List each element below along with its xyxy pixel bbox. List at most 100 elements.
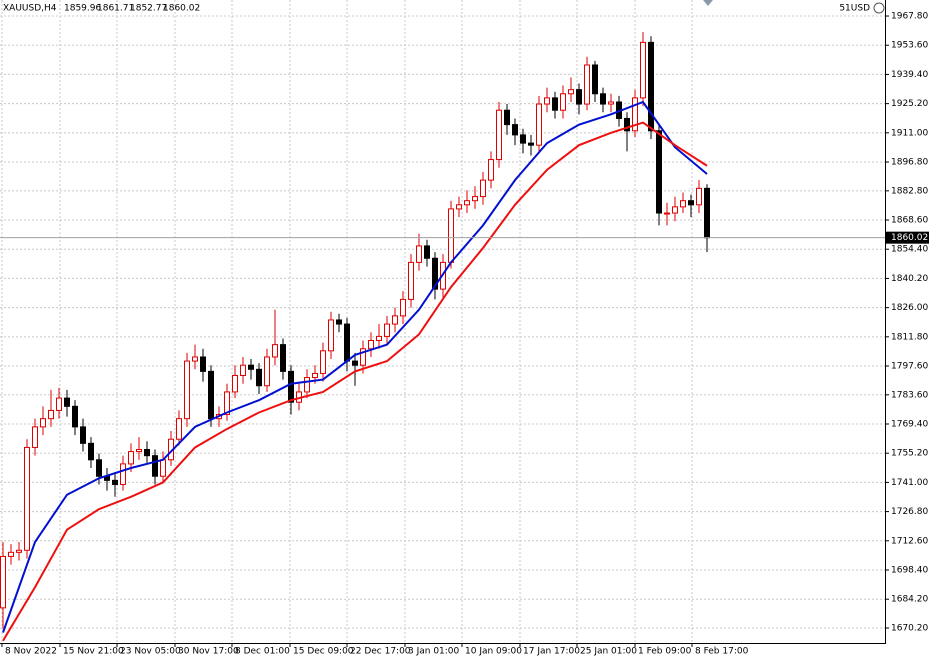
x-tick-label: 30 Nov 17:00 <box>178 647 239 657</box>
header-open: 1859.96 <box>64 4 101 14</box>
candle-body <box>176 418 182 440</box>
x-tick-label: 15 Nov 21:00 <box>63 647 124 657</box>
candle-body <box>184 360 190 420</box>
candle-body <box>664 212 670 215</box>
marks <box>0 32 885 642</box>
x-tick-label: 15 Dec 09:00 <box>293 647 354 657</box>
y-tick-label: 1826.00 <box>891 303 928 313</box>
candle-body <box>272 344 278 358</box>
candle-body <box>344 323 350 362</box>
candle-body <box>208 370 214 420</box>
candle-body <box>544 97 550 105</box>
candle-body <box>536 103 542 146</box>
y-tick-label: 1939.40 <box>891 70 928 80</box>
candle-body <box>496 109 502 161</box>
candle-body <box>360 348 366 366</box>
y-tick-label: 1769.40 <box>891 420 928 430</box>
y-tick-label: 1967.80 <box>891 12 928 22</box>
candle-body <box>600 93 606 105</box>
grid <box>0 0 885 643</box>
candle-body <box>408 261 414 300</box>
account: 51USD <box>839 4 870 14</box>
candle-body <box>520 134 526 144</box>
candle-body <box>88 442 94 461</box>
candle-body <box>560 93 566 111</box>
y-tick-label: 1882.80 <box>891 186 928 196</box>
candle-body <box>144 449 150 457</box>
candle-body <box>264 356 270 387</box>
x-tick-label: 3 Jan 01:00 <box>408 647 460 657</box>
candle-body <box>48 409 54 420</box>
x-tick-label: 8 Nov 2022 <box>5 647 57 657</box>
candle-body <box>504 109 510 126</box>
candle-body <box>368 340 374 350</box>
candle-body <box>192 356 198 362</box>
candle-body <box>648 41 654 132</box>
x-tick-label: 1 Feb 09:00 <box>638 647 692 657</box>
candle-body <box>160 459 166 477</box>
candle-body <box>312 372 318 379</box>
candle-body <box>136 449 142 453</box>
candle-body <box>432 257 438 290</box>
candle-body <box>640 41 646 99</box>
candle-body <box>288 370 294 403</box>
last-price-box <box>886 231 929 244</box>
y-tick-label: 1670.20 <box>891 623 928 633</box>
candle-body <box>8 551 14 557</box>
candle-body <box>224 391 230 416</box>
candle-body <box>704 187 710 239</box>
y-tick-label: 1868.60 <box>891 216 928 226</box>
candle-body <box>320 350 326 374</box>
x-tick-label: 8 Dec 01:00 <box>235 647 290 657</box>
header-low: 1852.77 <box>130 4 167 14</box>
y-tick-label: 1741.00 <box>891 478 928 488</box>
candle-body <box>392 315 398 325</box>
candle-body <box>256 368 262 387</box>
y-tick-label: 1925.20 <box>891 99 928 109</box>
candle-body <box>680 200 686 208</box>
candle-body <box>280 344 286 372</box>
candle-body <box>304 377 310 393</box>
candle-body <box>240 364 246 376</box>
candle-body <box>128 451 134 465</box>
candle-body <box>456 204 462 210</box>
candle-body <box>352 360 358 366</box>
candle-body <box>480 179 486 198</box>
candle-body <box>120 463 126 485</box>
candle-body <box>488 159 494 181</box>
candle-body <box>56 397 62 411</box>
y-tick-label: 1854.40 <box>891 245 928 255</box>
candle-body <box>376 335 382 342</box>
candle-body <box>576 89 582 105</box>
candle-body <box>632 97 638 132</box>
candle-body <box>696 187 702 206</box>
candle-body <box>232 374 238 393</box>
candle-body <box>592 64 598 95</box>
y-tick-label: 1911.00 <box>891 128 928 138</box>
candle-body <box>472 196 478 202</box>
moving-average <box>2 100 708 633</box>
account-icon <box>873 2 885 14</box>
y-tick-label: 1684.20 <box>891 595 928 605</box>
header-close: 1860.02 <box>163 4 200 14</box>
candle-body <box>64 397 70 407</box>
x-tick-label: 23 Nov 05:00 <box>120 647 181 657</box>
candle-body <box>200 356 206 372</box>
shift-marker <box>703 0 713 6</box>
candle-body <box>624 117 630 132</box>
symbol: XAUUSD,H4 <box>3 4 57 14</box>
candle-body <box>336 319 342 325</box>
candle-body <box>672 206 678 214</box>
candle-body <box>584 64 590 105</box>
candle-body <box>80 426 86 444</box>
y-tick-label: 1783.60 <box>891 390 928 400</box>
candle-body <box>656 130 662 214</box>
y-tick-label: 1726.80 <box>891 507 928 517</box>
candle-body <box>448 208 454 263</box>
candle-body <box>568 89 574 95</box>
x-tick-label: 22 Dec 17:00 <box>350 647 411 657</box>
candle-body <box>424 245 430 259</box>
moving-average <box>2 121 708 642</box>
y-tick-label: 1755.20 <box>891 449 928 459</box>
candle-body <box>112 479 118 485</box>
